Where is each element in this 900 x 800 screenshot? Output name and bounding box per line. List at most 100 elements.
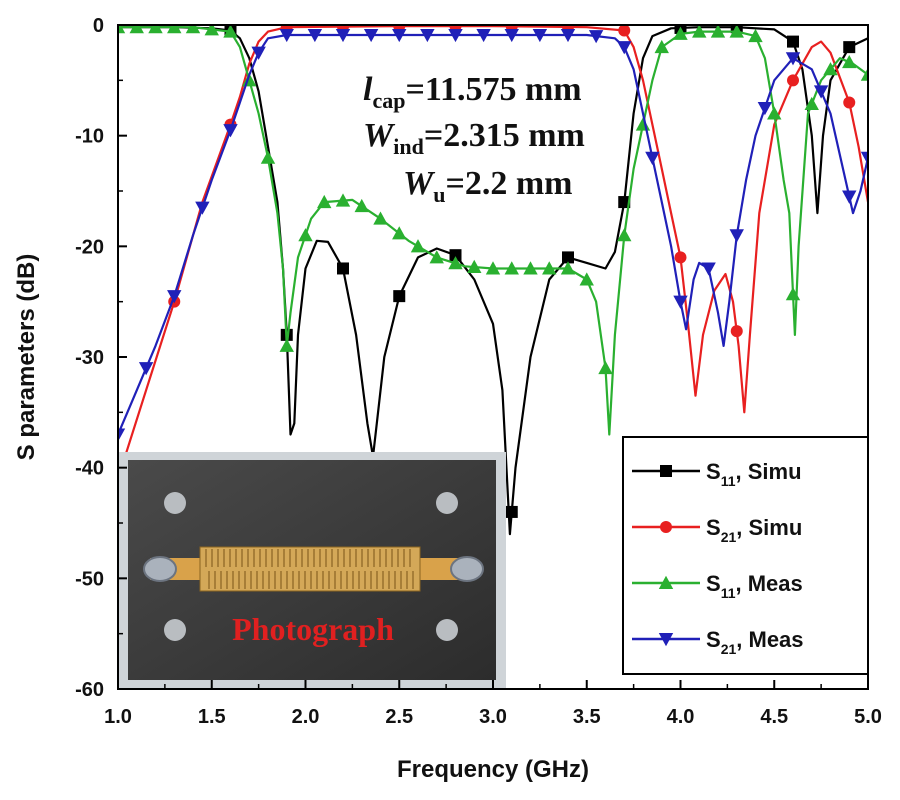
series-marker — [842, 54, 857, 69]
legend-item: S21, Simu — [632, 515, 802, 545]
x-tick-label: 3.5 — [573, 706, 601, 728]
series-marker — [729, 229, 744, 243]
series-marker — [307, 28, 323, 43]
series-marker — [420, 28, 435, 43]
series-marker — [787, 35, 799, 48]
series-marker — [618, 25, 631, 37]
y-tick-label: 0 — [93, 15, 104, 37]
curves-layer — [118, 25, 868, 536]
mount-hole — [436, 492, 458, 514]
series-marker — [279, 338, 294, 352]
legend-marker — [660, 521, 672, 533]
series-marker — [363, 28, 379, 43]
series-marker — [757, 102, 773, 116]
series-marker — [129, 25, 144, 34]
series-marker — [260, 150, 276, 164]
series-4 — [118, 28, 868, 442]
series-marker — [223, 25, 238, 38]
sma-connector-right — [450, 556, 484, 582]
series-marker — [410, 239, 426, 253]
series-marker — [467, 259, 482, 273]
x-tick-label: 3.0 — [479, 706, 507, 728]
series-marker — [298, 228, 313, 242]
legend-marker — [658, 633, 674, 647]
mount-hole — [436, 619, 458, 641]
series-marker — [813, 85, 829, 99]
series-line — [118, 25, 868, 480]
series-marker — [674, 251, 687, 264]
series-marker — [195, 201, 210, 215]
annotation-wind: Wind=2.315 mm — [363, 117, 585, 159]
series-marker — [354, 198, 369, 213]
series-marker — [204, 25, 219, 36]
legend: S11, Simu S21, Simu S11, Meas S21, Meas — [622, 436, 869, 675]
x-axis-title: Frequency (GHz) — [397, 756, 589, 783]
legend-item: S11, Simu — [632, 459, 802, 489]
series-marker — [448, 28, 463, 43]
y-tick-label: -40 — [75, 458, 104, 480]
sma-connector-left — [143, 556, 177, 582]
filter-lines — [205, 549, 414, 589]
legend-label: S11, Meas — [706, 571, 803, 601]
series-marker — [560, 261, 576, 275]
series-marker — [588, 30, 604, 44]
mount-hole — [164, 619, 186, 641]
series-marker — [730, 325, 743, 338]
photograph-caption: Photograph — [232, 611, 394, 647]
series-marker — [251, 46, 266, 60]
series-marker — [542, 261, 557, 275]
series-line — [118, 26, 868, 436]
legend-label: S11, Simu — [706, 459, 802, 489]
series-marker — [532, 28, 548, 43]
y-axis-title: S parameters (dB) — [13, 254, 40, 461]
annotation-wu: Wu=2.2 mm — [403, 165, 573, 207]
legend-marker — [658, 575, 674, 589]
legend-label: S21, Meas — [706, 627, 804, 657]
series-marker — [373, 211, 388, 225]
series-marker — [598, 360, 613, 375]
series-marker — [279, 28, 294, 43]
y-tick-label: -60 — [75, 679, 104, 701]
inset-photograph: Photograph — [118, 452, 506, 689]
series-marker — [748, 28, 763, 43]
series-3 — [118, 25, 868, 436]
series-marker — [843, 41, 856, 54]
series-marker — [485, 261, 501, 275]
series-marker — [335, 28, 351, 43]
series-marker — [673, 26, 688, 40]
series-marker — [449, 249, 462, 262]
series-marker — [692, 25, 707, 38]
series-marker — [785, 287, 801, 301]
series-marker — [448, 256, 463, 270]
x-tick-label: 2.0 — [292, 706, 320, 728]
y-tick-label: -20 — [75, 236, 104, 258]
series-marker — [167, 290, 182, 304]
series-marker — [860, 151, 868, 165]
x-tick-label: 5.0 — [854, 706, 882, 728]
series-marker — [335, 193, 351, 207]
x-tick-label: 4.5 — [760, 706, 788, 728]
series-marker — [787, 74, 799, 87]
x-tick-label: 4.0 — [667, 706, 695, 728]
series-marker — [617, 228, 632, 242]
series-marker — [317, 194, 332, 209]
x-tick-label: 1.0 — [104, 706, 132, 728]
series-marker — [654, 39, 669, 54]
series-marker — [701, 262, 716, 276]
series-marker — [392, 226, 407, 240]
series-marker — [785, 52, 801, 66]
series-marker — [118, 428, 126, 442]
series-marker — [673, 295, 688, 309]
series-marker — [429, 250, 444, 264]
mount-hole — [164, 492, 186, 514]
series-marker — [860, 67, 868, 81]
series-marker — [523, 261, 538, 275]
y-tick-label: -50 — [75, 568, 104, 590]
series-marker — [393, 290, 406, 303]
series-marker — [148, 25, 163, 34]
series-marker — [562, 251, 574, 264]
annotation-lcap: lcap=11.575 mm — [363, 71, 582, 113]
y-tick-label: -30 — [75, 347, 104, 369]
parameter-annotations: lcap=11.575 mm Wind=2.315 mm Wu=2.2 mm — [363, 71, 585, 207]
series-marker — [767, 106, 782, 120]
